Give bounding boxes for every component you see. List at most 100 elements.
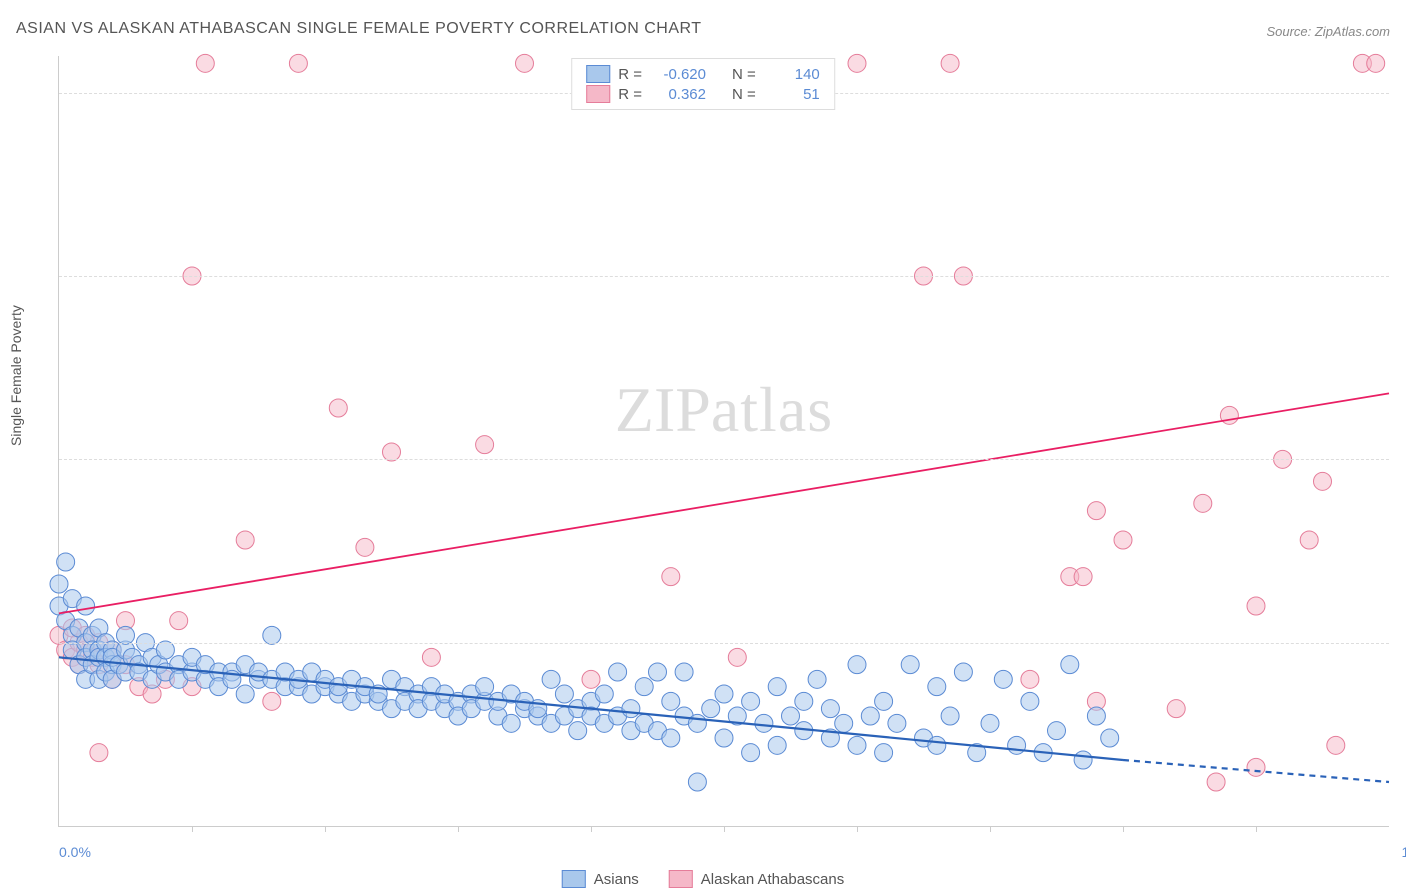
point-alaskan: [1207, 773, 1225, 791]
point-asians: [768, 678, 786, 696]
legend-series: Asians Alaskan Athabascans: [562, 870, 844, 888]
point-asians: [236, 685, 254, 703]
point-asians: [688, 714, 706, 732]
point-alaskan: [662, 568, 680, 586]
point-alaskan: [1314, 472, 1332, 490]
point-asians: [662, 729, 680, 747]
point-alaskan: [422, 648, 440, 666]
y-axis-label: Single Female Poverty: [8, 305, 24, 446]
point-asians: [981, 714, 999, 732]
point-asians: [688, 773, 706, 791]
point-asians: [808, 670, 826, 688]
point-asians: [901, 656, 919, 674]
point-asians: [835, 714, 853, 732]
point-alaskan: [582, 670, 600, 688]
point-asians: [1087, 707, 1105, 725]
point-asians: [1101, 729, 1119, 747]
r-value: 0.362: [650, 86, 706, 103]
gridline: [59, 276, 1389, 277]
x-minor-tick: [1123, 826, 1124, 832]
point-asians: [702, 700, 720, 718]
x-minor-tick: [724, 826, 725, 832]
point-alaskan: [516, 54, 534, 72]
point-asians: [715, 729, 733, 747]
point-asians: [555, 685, 573, 703]
point-asians: [715, 685, 733, 703]
legend-swatch-alaskan: [669, 870, 693, 888]
point-asians: [675, 663, 693, 681]
point-asians: [156, 641, 174, 659]
legend-stats: R = -0.620 N = 140 R = 0.362 N = 51: [571, 58, 835, 110]
point-asians: [1008, 736, 1026, 754]
legend-swatch-asians: [586, 65, 610, 83]
point-alaskan: [329, 399, 347, 417]
point-asians: [1021, 692, 1039, 710]
point-asians: [888, 714, 906, 732]
point-asians: [595, 685, 613, 703]
legend-swatch-asians: [562, 870, 586, 888]
point-alaskan: [941, 54, 959, 72]
point-asians: [768, 736, 786, 754]
scatter-svg: [59, 56, 1389, 826]
point-asians: [77, 597, 95, 615]
point-alaskan: [1300, 531, 1318, 549]
x-minor-tick: [192, 826, 193, 832]
legend-item-asians: Asians: [562, 870, 639, 888]
n-label: N =: [732, 66, 756, 83]
r-label: R =: [618, 86, 642, 103]
point-asians: [861, 707, 879, 725]
r-value: -0.620: [650, 66, 706, 83]
x-minor-tick: [591, 826, 592, 832]
point-alaskan: [356, 538, 374, 556]
point-asians: [795, 692, 813, 710]
point-asians: [476, 678, 494, 696]
point-alaskan: [1087, 502, 1105, 520]
point-asians: [622, 700, 640, 718]
legend-label: Alaskan Athabascans: [701, 871, 844, 888]
point-asians: [635, 678, 653, 696]
x-minor-tick: [458, 826, 459, 832]
point-asians: [875, 692, 893, 710]
point-asians: [1074, 751, 1092, 769]
legend-item-alaskan: Alaskan Athabascans: [669, 870, 844, 888]
point-asians: [954, 663, 972, 681]
legend-stats-row: R = -0.620 N = 140: [586, 65, 820, 83]
trend-line: [59, 393, 1389, 613]
point-asians: [848, 736, 866, 754]
point-asians: [928, 736, 946, 754]
point-alaskan: [1247, 597, 1265, 615]
point-alaskan: [1327, 736, 1345, 754]
point-alaskan: [1247, 758, 1265, 776]
point-asians: [502, 714, 520, 732]
point-alaskan: [728, 648, 746, 666]
point-asians: [1048, 722, 1066, 740]
point-asians: [994, 670, 1012, 688]
point-asians: [117, 626, 135, 644]
point-asians: [649, 663, 667, 681]
r-label: R =: [618, 66, 642, 83]
x-minor-tick: [857, 826, 858, 832]
point-alaskan: [1114, 531, 1132, 549]
point-asians: [1061, 656, 1079, 674]
point-asians: [662, 692, 680, 710]
point-alaskan: [1021, 670, 1039, 688]
n-value: 51: [764, 86, 820, 103]
point-asians: [50, 575, 68, 593]
x-tick-label: 0.0%: [59, 844, 91, 860]
legend-label: Asians: [594, 871, 639, 888]
n-value: 140: [764, 66, 820, 83]
x-minor-tick: [325, 826, 326, 832]
point-alaskan: [1194, 494, 1212, 512]
gridline: [59, 643, 1389, 644]
point-asians: [875, 744, 893, 762]
point-asians: [782, 707, 800, 725]
legend-swatch-alaskan: [586, 85, 610, 103]
point-alaskan: [383, 443, 401, 461]
point-asians: [755, 714, 773, 732]
point-alaskan: [170, 612, 188, 630]
x-minor-tick: [990, 826, 991, 832]
point-asians: [263, 626, 281, 644]
point-asians: [57, 553, 75, 571]
point-asians: [742, 692, 760, 710]
point-alaskan: [236, 531, 254, 549]
